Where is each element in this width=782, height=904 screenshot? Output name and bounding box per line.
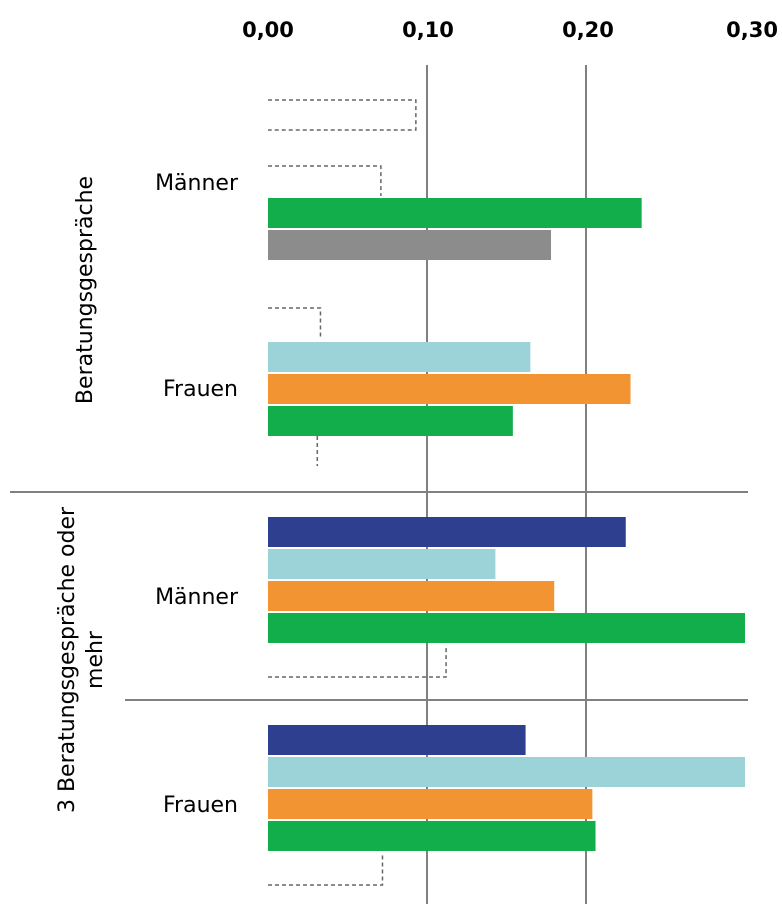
group-label-line: 3 Beratungsgespräche oder bbox=[55, 506, 80, 813]
x-tick-label: 0,20 bbox=[562, 18, 614, 42]
bar-green bbox=[268, 198, 642, 228]
x-tick-label: 0,30 bbox=[726, 18, 778, 42]
category-label: Männer bbox=[155, 171, 239, 196]
category-label: Männer bbox=[155, 585, 239, 610]
dashed-bar bbox=[268, 165, 382, 196]
category-label: Frauen bbox=[163, 793, 238, 818]
separators bbox=[10, 491, 748, 701]
bar-dark-blue bbox=[268, 725, 526, 755]
x-tick-label: 0,10 bbox=[402, 18, 454, 42]
category-label: Frauen bbox=[163, 377, 238, 402]
category-labels: Männer Frauen Männer Frauen Beratungsgespräc… bbox=[55, 171, 239, 818]
dashed-bar bbox=[268, 645, 447, 678]
bar-light-blue bbox=[268, 549, 496, 579]
group-label: Beratungsgespräche bbox=[73, 176, 98, 404]
x-tick-label: 0,00 bbox=[242, 18, 294, 42]
dashed-bar bbox=[268, 853, 384, 886]
bars bbox=[268, 99, 745, 886]
bar-orange bbox=[268, 789, 593, 819]
bar-gray bbox=[268, 230, 552, 260]
bar-dark-blue bbox=[268, 517, 626, 547]
bar-green bbox=[268, 613, 745, 643]
x-axis-ticks: 0,00 0,10 0,20 0,30 bbox=[242, 18, 778, 42]
bar-green bbox=[268, 821, 596, 851]
bar-green bbox=[268, 406, 513, 436]
bar-light-blue bbox=[268, 757, 745, 787]
bar-orange bbox=[268, 374, 631, 404]
bar-orange bbox=[268, 581, 555, 611]
group-label-line: mehr bbox=[83, 630, 108, 689]
bar-light-blue bbox=[268, 342, 531, 372]
dashed-bar bbox=[268, 307, 322, 338]
group-label: 3 Beratungsgespräche oder mehr bbox=[55, 506, 108, 813]
dashed-bar bbox=[268, 99, 417, 131]
